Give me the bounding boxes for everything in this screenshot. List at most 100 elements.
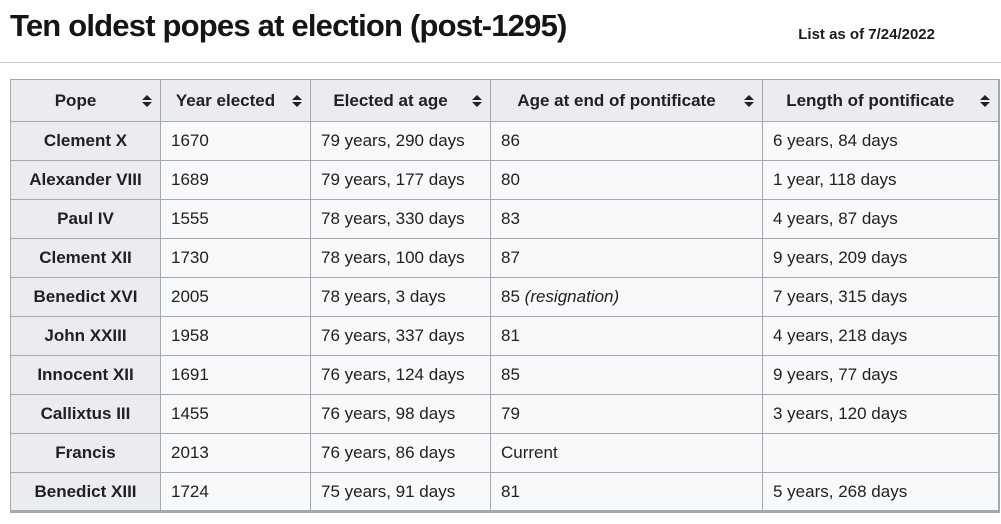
pope-name-cell: Innocent XII <box>10 355 161 395</box>
age-at-end-cell: Current <box>490 433 763 473</box>
elected-at-age-cell: 78 years, 330 days <box>310 199 491 239</box>
length-value: 6 years, 84 days <box>773 131 898 150</box>
table-body: Clement X 1670 79 years, 290 days 86 6 years… <box>10 121 999 512</box>
elected-at-age-cell: 76 years, 98 days <box>310 394 491 434</box>
column-header-year-elected[interactable]: Year elected <box>160 79 311 122</box>
year-elected-cell: 2005 <box>160 277 311 317</box>
year-elected-cell: 1691 <box>160 355 311 395</box>
year-elected-cell: 1724 <box>160 472 311 512</box>
age-at-end-cell: 87 <box>490 238 763 278</box>
elected-at-age-cell: 78 years, 3 days <box>310 277 491 317</box>
length-of-pontificate-cell: 4 years, 218 days <box>762 316 999 356</box>
sort-arrows-icon <box>292 94 302 107</box>
table-header: Pope Year elected Elected at age Age at end… <box>10 79 999 122</box>
pope-name-cell: Francis <box>10 433 161 473</box>
table-row: Innocent XII 1691 76 years, 124 days 85 9 ye… <box>10 355 999 395</box>
length-of-pontificate-cell: 6 years, 84 days <box>762 121 999 161</box>
age-at-end-value: 80 <box>501 170 520 189</box>
column-label: Year elected <box>175 90 276 110</box>
length-value: 4 years, 87 days <box>773 209 898 228</box>
year-elected-cell: 1958 <box>160 316 311 356</box>
elected-at-age-cell: 79 years, 290 days <box>310 121 491 161</box>
pope-name-cell: Paul IV <box>10 199 161 239</box>
age-at-end-value: 81 <box>501 326 520 345</box>
pope-name-cell: Benedict XVI <box>10 277 161 317</box>
length-of-pontificate-cell: 9 years, 209 days <box>762 238 999 278</box>
column-label: Elected at age <box>333 90 448 110</box>
age-at-end-value: 87 <box>501 248 520 267</box>
table-row: Clement XII 1730 78 years, 100 days 87 9 yea… <box>10 238 999 278</box>
age-at-end-cell: 86 <box>490 121 763 161</box>
elected-at-age-cell: 79 years, 177 days <box>310 160 491 200</box>
length-value: 5 years, 268 days <box>773 481 908 501</box>
age-at-end-value: Current <box>501 443 558 462</box>
length-value: 9 years, 77 days <box>773 365 898 384</box>
age-at-end-cell: 83 <box>490 199 763 239</box>
elected-at-age-cell: 76 years, 124 days <box>310 355 491 395</box>
age-at-end-cell: 81 <box>490 472 763 512</box>
length-of-pontificate-cell: 3 years, 120 days <box>762 394 999 434</box>
elected-at-age-cell: 76 years, 337 days <box>310 316 491 356</box>
pope-name-cell: Alexander VIII <box>10 160 161 200</box>
sort-arrows-icon <box>142 94 152 107</box>
table-row: Clement X 1670 79 years, 290 days 86 6 years… <box>10 121 999 161</box>
sort-arrows-icon <box>979 94 990 107</box>
table-row: Benedict XVI 2005 78 years, 3 days 85 (resi… <box>10 277 999 317</box>
column-header-elected-at-age[interactable]: Elected at age <box>310 79 491 122</box>
header-row: Pope Year elected Elected at age Age at end… <box>10 79 999 122</box>
length-value: 9 years, 209 days <box>773 248 908 267</box>
length-of-pontificate-cell: 7 years, 315 days <box>762 277 999 317</box>
age-at-end-value: 85 <box>501 287 520 306</box>
length-of-pontificate-cell: ... <box>762 433 999 473</box>
elected-at-age-cell: 76 years, 86 days <box>310 433 491 473</box>
sort-arrows-icon <box>744 94 754 107</box>
column-header-length-of-pontificate[interactable]: Length of pontificate <box>762 79 999 122</box>
elected-at-age-cell: 78 years, 100 days <box>310 238 491 278</box>
age-at-end-cell: 85 (resignation) <box>490 277 763 317</box>
pope-name-cell: John XXIII <box>10 316 161 356</box>
ellipsis-artifact: ... <box>847 463 861 473</box>
length-value: 7 years, 315 days <box>773 287 908 306</box>
title-divider <box>0 62 1001 63</box>
table-row: John XXIII 1958 76 years, 337 days 81 4 year… <box>10 316 999 356</box>
column-header-age-at-end-of-pontificate[interactable]: Age at end of pontificate <box>490 79 763 122</box>
age-at-end-cell: 79 <box>490 394 763 434</box>
age-note: (resignation) <box>524 287 620 306</box>
year-elected-cell: 1455 <box>160 394 311 434</box>
list-date-note: List as of 7/24/2022 <box>798 26 935 43</box>
age-at-end-value: 83 <box>501 209 520 228</box>
age-at-end-cell: 80 <box>490 160 763 200</box>
age-at-end-value: 79 <box>501 404 520 423</box>
pope-name-cell: Benedict XIII <box>10 472 161 512</box>
table-row: Paul IV 1555 78 years, 330 days 83 4 years, … <box>10 199 999 239</box>
length-value: 1 year, 118 days <box>773 170 897 189</box>
column-label: Age at end of pontificate <box>517 90 716 110</box>
age-at-end-value: 86 <box>501 131 520 150</box>
year-elected-cell: 1670 <box>160 121 311 161</box>
sort-arrows-icon <box>472 94 482 107</box>
year-elected-cell: 1555 <box>160 199 311 239</box>
age-at-end-value: 85 <box>501 365 520 384</box>
length-of-pontificate-cell: 4 years, 87 days <box>762 199 999 239</box>
column-label: Length of pontificate <box>786 90 955 110</box>
column-label: Pope <box>54 90 97 110</box>
age-at-end-value: 81 <box>501 481 520 501</box>
popes-table: Pope Year elected Elected at age Age at end… <box>10 79 1000 513</box>
age-at-end-cell: 81 <box>490 316 763 356</box>
page-header: Ten oldest popes at election (post-1295)… <box>0 0 1001 62</box>
length-of-pontificate-cell: 5 years, 268 days <box>762 472 999 512</box>
column-header-pope[interactable]: Pope <box>10 79 161 122</box>
table-row: Francis 2013 76 years, 86 days Current... <box>10 433 999 473</box>
pope-name-cell: Callixtus III <box>10 394 161 434</box>
year-elected-cell: 1689 <box>160 160 311 200</box>
pope-name-cell: Clement X <box>10 121 161 161</box>
table-row: Callixtus III 1455 76 years, 98 days 79 3 ye… <box>10 394 999 434</box>
elected-at-age-cell: 75 years, 91 days <box>310 472 491 512</box>
age-at-end-cell: 85 <box>490 355 763 395</box>
length-value: 3 years, 120 days <box>773 404 908 423</box>
pope-name-cell: Clement XII <box>10 238 161 278</box>
year-elected-cell: 1730 <box>160 238 311 278</box>
length-of-pontificate-cell: 9 years, 77 days <box>762 355 999 395</box>
table-row: Alexander VIII 1689 79 years, 177 days 80 1 … <box>10 160 999 200</box>
page-title: Ten oldest popes at election (post-1295) <box>10 8 567 43</box>
